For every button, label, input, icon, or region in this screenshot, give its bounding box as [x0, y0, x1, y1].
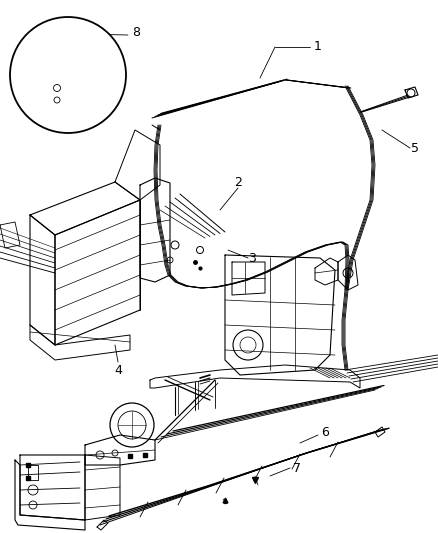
Text: 3: 3 [248, 252, 256, 264]
Text: 1: 1 [314, 41, 322, 53]
Text: 5: 5 [411, 141, 419, 155]
Text: 8: 8 [132, 27, 140, 39]
Circle shape [10, 17, 126, 133]
Circle shape [53, 85, 60, 92]
Text: 6: 6 [321, 426, 329, 440]
Text: 4: 4 [114, 364, 122, 376]
Circle shape [54, 97, 60, 103]
Text: 2: 2 [234, 176, 242, 190]
Text: 7: 7 [293, 462, 301, 474]
